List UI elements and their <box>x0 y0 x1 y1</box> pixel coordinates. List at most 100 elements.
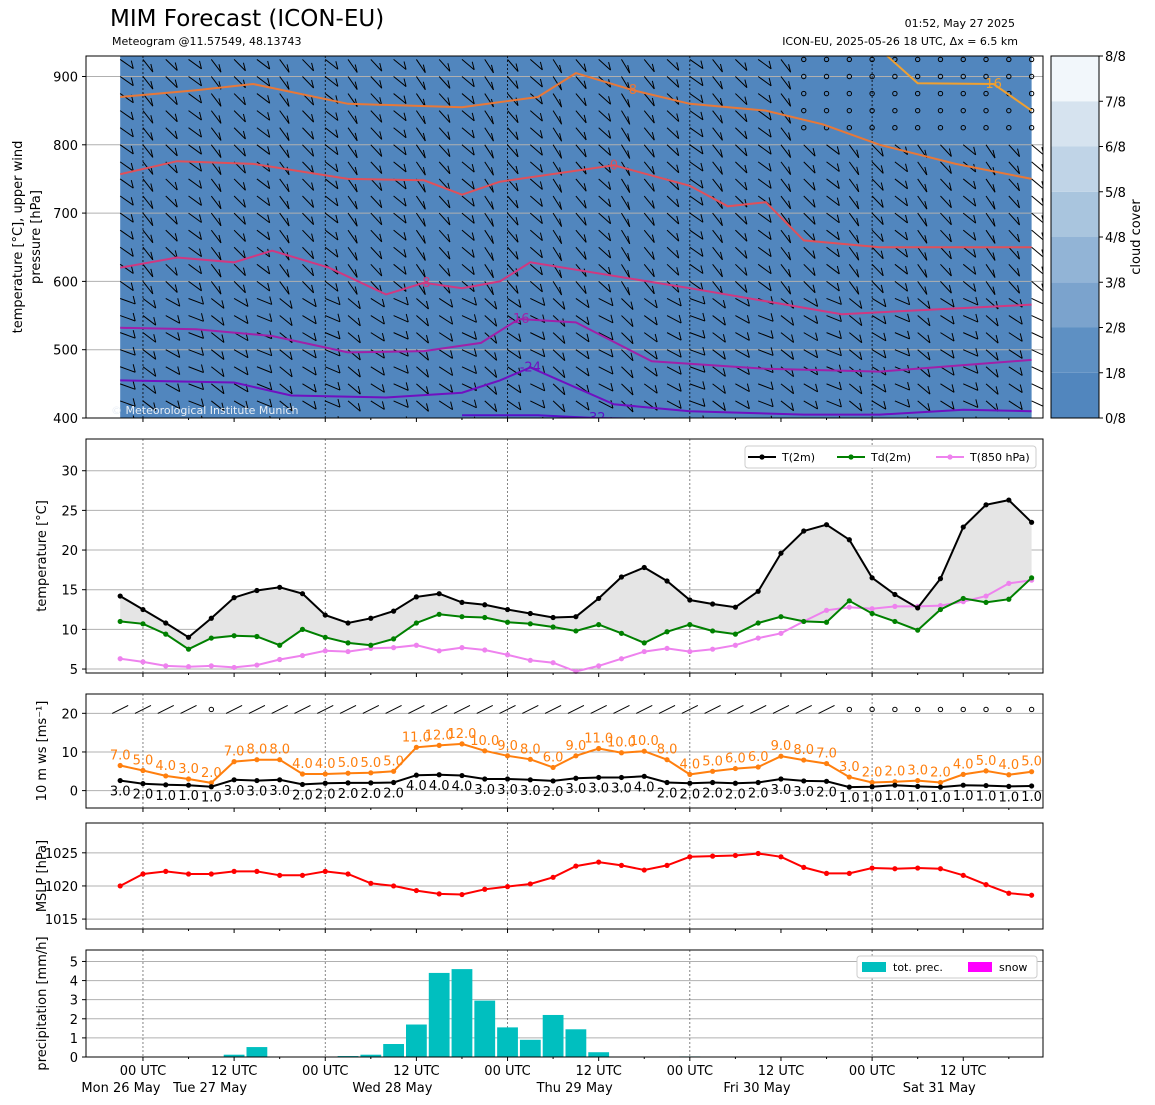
surface-wind-barb <box>271 705 288 714</box>
gust-data-label: 6.0 <box>543 750 564 765</box>
speed-data-label: 2.0 <box>360 787 381 802</box>
wind-barb-shaft <box>894 195 908 207</box>
t850-point <box>254 662 260 668</box>
wind-barb-shaft <box>666 76 680 88</box>
surface-calm-marker <box>960 706 966 713</box>
wind-barb-shaft <box>666 332 682 341</box>
wind-gust-point <box>687 771 693 777</box>
x-tick-label: 00 UTC <box>120 1064 166 1079</box>
wind-barb-shaft <box>529 144 543 156</box>
wind-barb-flag <box>218 183 222 192</box>
wind-barb-flag <box>927 334 931 344</box>
wind-barb-flag <box>587 419 589 427</box>
wind-barb-flag <box>174 164 178 174</box>
wind-barb-flag <box>836 214 840 223</box>
calm-marker <box>1028 56 1035 63</box>
wind-barb-shaft <box>461 195 475 207</box>
speed-data-label: 3.0 <box>269 784 290 799</box>
wind-speed-point <box>710 779 716 786</box>
wind-barb-flag <box>130 111 134 120</box>
wind-barb-flag <box>859 402 863 412</box>
wind-barb-shaft <box>552 400 566 413</box>
day-label: Thu 29 May <box>536 1081 613 1096</box>
wind-barb-flag <box>559 269 563 279</box>
wind-barb-shaft <box>393 144 407 156</box>
wind-barb-flag <box>198 231 202 240</box>
t850-point <box>345 648 351 655</box>
wind-barb-flag <box>198 214 202 223</box>
wind-barb-shaft <box>552 298 566 310</box>
wind-barb-shaft <box>803 178 816 191</box>
colorbar-segment <box>1051 56 1099 102</box>
wind-barb-shaft <box>735 212 748 225</box>
t2m-point <box>1029 519 1035 525</box>
wind-barb-flag <box>450 401 454 410</box>
calm-marker <box>914 125 921 131</box>
wind-barb-shaft <box>712 229 723 244</box>
wind-barb-flag <box>951 401 955 410</box>
wind-barb-shaft <box>552 127 563 142</box>
wind-barb-flag <box>859 385 863 395</box>
surface-wind-barb <box>772 705 790 714</box>
td2m-point <box>368 642 374 648</box>
colorbar-segment <box>1051 282 1099 328</box>
mslp-point <box>596 859 602 865</box>
wind-barb-shaft <box>461 59 475 71</box>
wind-barb-shaft <box>894 400 910 408</box>
calm-marker <box>846 56 853 63</box>
wind-barb-shaft <box>871 298 887 308</box>
wind-barb-flag <box>678 349 682 358</box>
wind-barb-flag <box>770 330 774 339</box>
wind-barb-shaft <box>507 281 519 294</box>
wind-barb-shaft <box>621 195 631 210</box>
wind-barb-shaft <box>256 315 272 323</box>
mslp-point <box>550 874 556 880</box>
wind-barb-flag <box>403 95 407 104</box>
wind-gust-point <box>573 753 579 759</box>
wind-barb-shaft <box>347 246 358 261</box>
wind-barb-shaft <box>233 400 249 410</box>
wind-barb-flag <box>702 295 706 305</box>
wind-barb-shaft <box>552 59 563 74</box>
wind-barb-shaft <box>438 263 451 277</box>
wind-barb-shaft <box>826 417 828 418</box>
wind-barb-flag <box>425 386 429 395</box>
calm-marker <box>892 73 898 80</box>
wind-barb-flag <box>379 216 383 225</box>
wind-barb-flag <box>405 399 409 408</box>
wind-barb-shaft <box>1031 417 1033 418</box>
wind-barb-shaft <box>598 366 614 375</box>
wind-barb-flag <box>700 265 704 274</box>
t2m-point <box>368 615 374 621</box>
td2m-point <box>527 621 533 627</box>
wind-barb-flag <box>132 415 135 418</box>
upper-ytick-label: 800 <box>53 139 78 154</box>
wind-barb-shaft <box>279 127 290 141</box>
mslp-point <box>185 871 192 877</box>
wind-barb-shaft <box>780 417 782 418</box>
wind-barb-shaft <box>347 161 358 176</box>
wind-barb-shaft <box>575 110 587 124</box>
t2m-point <box>573 614 579 620</box>
precipitation-ytick-label: 1 <box>70 1032 78 1047</box>
wind-barb-flag <box>770 398 774 407</box>
wind-barb-flag <box>150 285 154 295</box>
wind-barb-shaft <box>803 263 816 276</box>
wind-barb-shaft <box>302 263 314 277</box>
wind-barb-flag <box>744 181 748 191</box>
wind-gust-point <box>117 762 123 769</box>
td2m-point <box>185 646 192 652</box>
wind-barb-shaft <box>165 110 178 123</box>
wind-barb-flag <box>1017 233 1021 243</box>
t850-point <box>459 645 465 651</box>
wind-barb-shaft <box>188 366 204 373</box>
speed-data-label: 4.0 <box>634 780 655 795</box>
wind-barb-shaft <box>666 59 680 71</box>
wind-barb-flag <box>313 401 317 410</box>
wind-barb-shaft <box>826 178 840 189</box>
wind-barb-shaft <box>461 315 477 323</box>
wind-barb-shaft <box>621 383 634 396</box>
wind-barb-flag <box>177 400 181 409</box>
wind-speed-point <box>299 781 306 788</box>
wind-barb-shaft <box>643 366 658 377</box>
